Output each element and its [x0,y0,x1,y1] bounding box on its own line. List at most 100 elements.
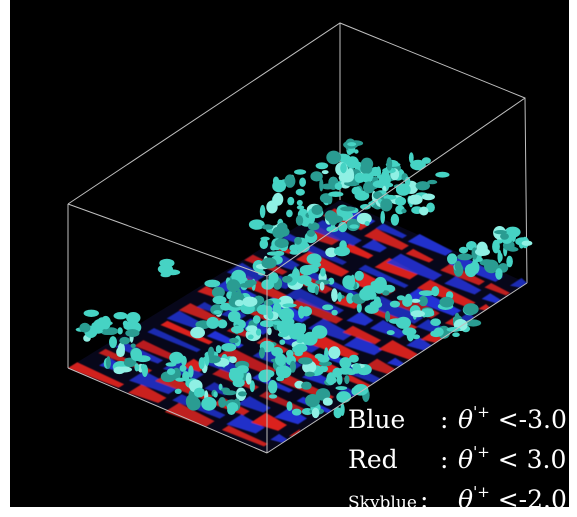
skyblue-blob [356,212,372,225]
skyblue-blob [249,380,255,393]
skyblue-blob [185,394,195,408]
skyblue-blob [234,299,244,307]
skyblue-blob [418,295,428,307]
blue-streak [308,219,362,246]
skyblue-blob [282,303,297,308]
skyblue-blob [356,303,362,313]
blue-streak [375,223,408,239]
skyblue-blob [91,321,106,329]
theta-symbol: θ [458,445,474,474]
skyblue-blob [167,368,176,375]
red-streak [342,325,382,345]
skyblue-blob [332,367,343,378]
skyblue-blob [106,356,111,369]
skyblue-blob [427,179,438,185]
skyblue-blob [270,244,277,251]
skyblue-blob [267,327,272,336]
skyblue-blob [169,351,184,364]
prime-mark: ' [473,403,478,421]
skyblue-blob [276,222,288,232]
red-streak [440,263,485,286]
skyblue-blob [294,236,302,245]
red-streak [221,425,269,447]
skyblue-blob [160,272,171,278]
skyblue-blob [406,329,415,342]
legend-item-red: Red : θ'+ < 3.0 [348,438,569,478]
operator: < [497,485,519,507]
skyblue-blob [295,215,304,226]
blue-streak [369,319,408,339]
skyblue-blob [296,199,303,206]
skyblue-blob [344,375,350,385]
skyblue-blob [326,150,342,165]
red-streak [251,412,288,431]
blue-streak [346,311,374,326]
skyblue-blob [500,233,509,240]
skyblue-blob [464,263,477,278]
skyblue-blob [354,270,364,281]
skyblue-blob [401,208,407,214]
skyblue-blob [272,192,284,206]
skyblue-blob [321,170,329,175]
skyblue-blob [435,171,450,178]
skyblue-blob [418,290,435,296]
skyblue-blob [198,357,205,370]
red-streak [364,358,396,375]
blue-streak [274,407,308,425]
skyblue-blob [204,279,221,288]
skyblue-blob [307,222,320,231]
skyblue-blob [276,376,285,382]
skyblue-blob [430,330,442,338]
skyblue-blob [408,194,423,205]
domain-box-front [67,97,528,454]
skyblue-blob [201,396,217,411]
skyblue-blob [296,339,304,344]
skyblue-blob [134,363,140,372]
skyblue-blob [506,255,513,268]
red-streak [405,248,434,263]
skyblue-blob [315,388,331,401]
skyblue-blob [308,213,316,224]
skyblue-blob [255,328,262,336]
skyblue-blob [430,318,441,327]
skyblue-blob [329,215,344,223]
skyblue-blob [157,264,173,274]
skyblue-blob [213,310,222,315]
skyblue-blob [354,149,359,154]
skyblue-blob [258,369,271,383]
skyblue-blob [282,275,293,283]
skyblue-blob [275,366,283,376]
skyblue-blob [296,275,312,285]
operator: < [497,405,519,434]
blue-streak [343,335,384,356]
legend-colon: : [420,485,429,507]
skyblue-blob [346,292,355,304]
skyblue-blob [103,327,119,335]
skyblue-blob [319,281,325,291]
skyblue-blob [410,310,426,318]
blue-streak [358,264,409,288]
red-streak [305,333,360,360]
blue-streak [237,396,271,413]
skyblue-blob [289,250,301,255]
skyblue-blob [277,332,289,338]
red-streak [164,402,215,427]
legend-expression-skyblue: θ'+ <-2.0 [458,485,567,508]
skyblue-blob [484,259,499,274]
blue-streak [270,433,288,443]
skyblue-blob [239,282,254,288]
blue-streak [386,253,443,281]
blue-streak [226,414,265,434]
skyblue-blob [349,224,359,229]
threshold-value: -2.0 [518,485,567,507]
skyblue-blob [497,252,503,262]
red-streak [288,297,344,324]
skyblue-blob [322,304,334,311]
legend-colon: : [440,405,449,434]
skyblue-blob [179,364,187,372]
red-streak [341,243,374,259]
skyblue-blob [119,336,131,345]
skyblue-blob [221,387,230,393]
skyblue-blob [310,171,323,182]
skyblue-blob [322,397,333,406]
